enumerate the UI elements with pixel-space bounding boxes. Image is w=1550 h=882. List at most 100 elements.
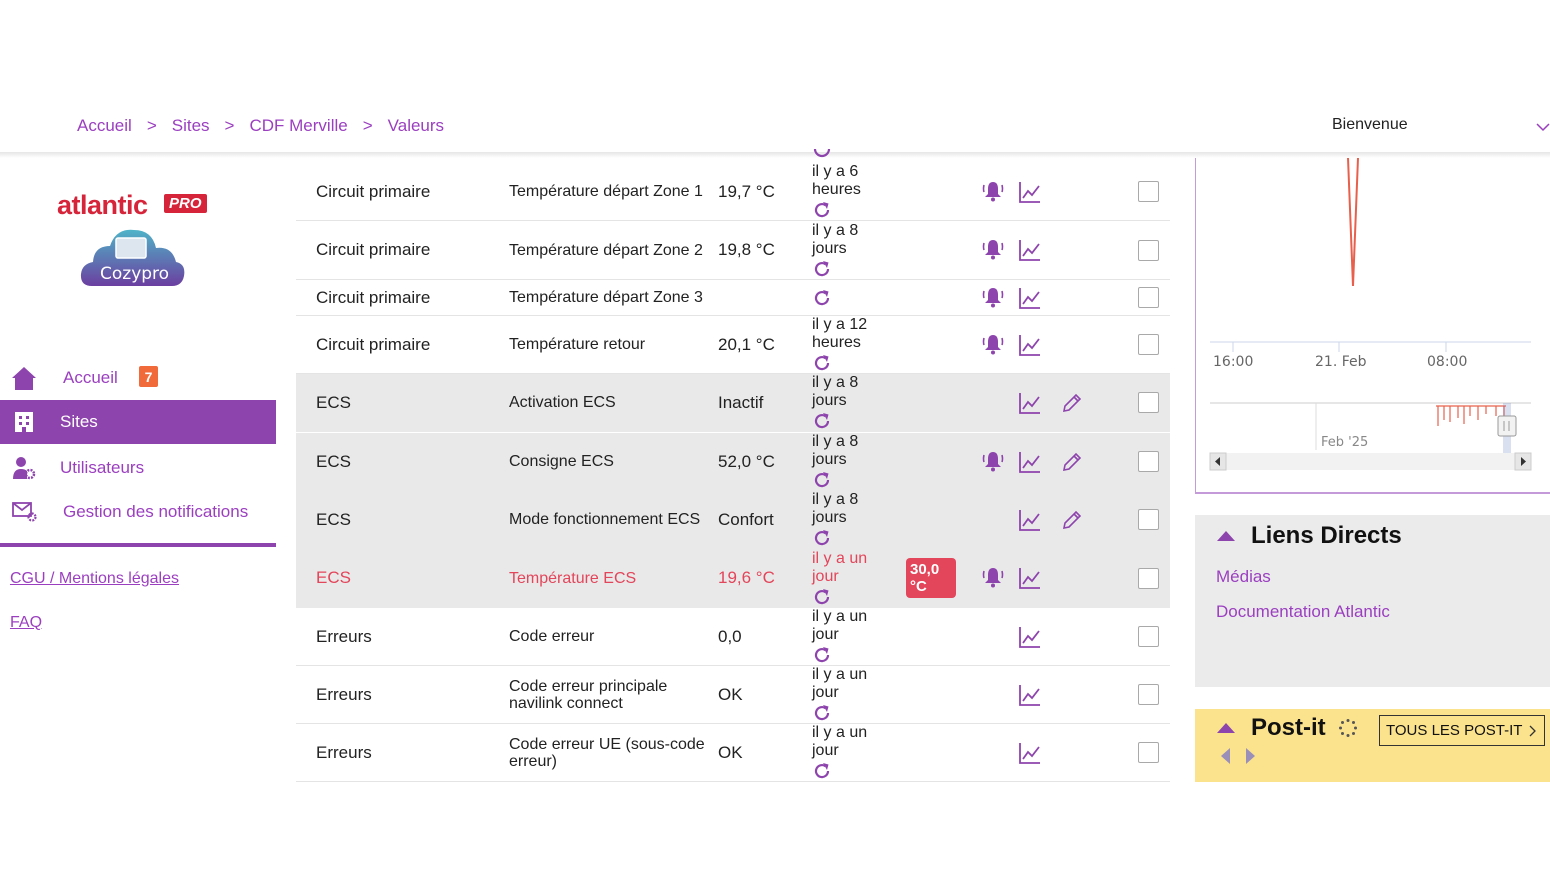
row-value: OK (718, 742, 743, 762)
faq-link[interactable]: FAQ (10, 614, 43, 631)
chart-icon[interactable] (1018, 508, 1042, 532)
refresh-icon[interactable] (812, 258, 832, 279)
atlantic-logo: atlantic (57, 190, 148, 220)
chart-icon[interactable] (1018, 238, 1042, 262)
breadcrumb-separator: > (146, 116, 157, 135)
row-time-text: il y a un jour (812, 724, 868, 759)
row-checkbox[interactable] (1138, 239, 1159, 261)
loading-spinner-icon (1338, 719, 1357, 737)
chart-icon[interactable] (1018, 286, 1042, 310)
edit-pencil-icon[interactable] (1060, 391, 1084, 415)
row-time-text: il y a 8 jours (812, 221, 859, 257)
refresh-icon[interactable] (812, 410, 832, 431)
sidebar-item-accueil[interactable]: Accueil 7 (0, 356, 276, 400)
row-value: 52,0 °C (718, 451, 775, 471)
navigator-label: Feb '25 (1321, 435, 1368, 450)
row-select (1138, 316, 1160, 373)
welcome-menu[interactable]: Bienvenue (1332, 116, 1408, 133)
row-checkbox[interactable] (1138, 742, 1159, 763)
chart-icon[interactable] (1018, 625, 1042, 649)
breadcrumb-separator: > (224, 116, 235, 135)
chart-icon[interactable] (1018, 333, 1042, 357)
notification-count-badge: 7 (139, 366, 158, 387)
row-time-text: il y a 8 jours (812, 433, 859, 468)
link-medias[interactable]: Médias (1216, 567, 1271, 586)
user-gear-icon (10, 454, 38, 482)
row-value-name: Consigne ECS (509, 453, 614, 470)
chart-icon[interactable] (1018, 180, 1042, 204)
table-row: Circuit primaire Température départ Zone … (296, 280, 1170, 316)
row-checkbox[interactable] (1138, 451, 1159, 472)
row-last-update: il y a 6 heures (812, 163, 892, 220)
row-category: ECS (316, 451, 351, 471)
row-value: OK (718, 684, 743, 704)
table-row: ECS Consigne ECS 52,0 °C il y a 8 jours (296, 433, 1170, 491)
row-last-update (812, 280, 892, 315)
refresh-icon[interactable] (812, 199, 832, 220)
breadcrumb-sites[interactable]: Sites (171, 116, 210, 135)
chart-icon[interactable] (1018, 566, 1042, 590)
row-select (1138, 724, 1160, 781)
row-category: Erreurs (316, 742, 372, 762)
chart-icon[interactable] (1018, 391, 1042, 415)
direct-links-header[interactable]: Liens Directs (1217, 522, 1402, 550)
chart-icon[interactable] (1018, 683, 1042, 707)
row-value-name: Code erreur principale navilink connect (509, 677, 668, 712)
row-actions (976, 316, 1106, 373)
row-time-text: il y a 12 heures (812, 316, 868, 351)
sidebar-item-sites[interactable]: Sites (0, 400, 276, 444)
row-select (1138, 549, 1160, 607)
row-checkbox[interactable] (1138, 684, 1159, 705)
row-actions (976, 433, 1106, 490)
table-row: ECS Température ECS 19,6 °C il y a un jour 3… (296, 549, 1170, 608)
navigator-series (1436, 405, 1506, 426)
refresh-icon[interactable] (812, 702, 832, 723)
row-time-text: il y a 8 jours (812, 374, 859, 409)
mail-gear-icon (10, 498, 38, 526)
link-documentation[interactable]: Documentation Atlantic (1216, 602, 1390, 621)
row-checkbox[interactable] (1138, 334, 1159, 355)
edit-pencil-icon[interactable] (1060, 450, 1084, 474)
x-tick-label: 21. Feb (1315, 354, 1367, 370)
row-last-update: il y a un jour (812, 666, 892, 723)
refresh-icon[interactable] (812, 527, 832, 548)
refresh-icon[interactable] (812, 644, 832, 665)
next-arrow-icon[interactable] (1243, 747, 1257, 765)
refresh-icon[interactable] (812, 287, 832, 308)
alarm-bell-icon[interactable] (981, 179, 1005, 203)
x-tick-label: 08:00 (1427, 354, 1467, 370)
row-checkbox[interactable] (1138, 181, 1159, 202)
row-value-name: Code erreur UE (sous-code erreur) (509, 735, 705, 770)
refresh-icon[interactable] (812, 760, 832, 781)
table-row: Erreurs Code erreur UE (sous-code erreur)… (296, 724, 1170, 782)
chart-icon[interactable] (1018, 741, 1042, 765)
alarm-bell-icon[interactable] (981, 332, 1005, 356)
chart-icon[interactable] (1018, 450, 1042, 474)
row-checkbox[interactable] (1138, 626, 1159, 647)
row-checkbox[interactable] (1138, 287, 1159, 308)
all-postit-button[interactable]: TOUS LES POST-IT (1379, 715, 1546, 746)
alarm-bell-icon[interactable] (981, 237, 1005, 261)
refresh-icon[interactable] (812, 469, 832, 490)
edit-pencil-icon[interactable] (1060, 508, 1084, 532)
previous-arrow-icon[interactable] (1219, 747, 1233, 765)
row-checkbox[interactable] (1138, 567, 1159, 589)
navigator-handle (1497, 415, 1517, 437)
refresh-icon[interactable] (812, 148, 832, 160)
row-checkbox[interactable] (1138, 392, 1159, 413)
breadcrumb-accueil[interactable]: Accueil (77, 116, 132, 135)
x-tick-label: 16:00 (1213, 354, 1253, 370)
row-checkbox[interactable] (1138, 509, 1159, 530)
refresh-icon[interactable] (812, 586, 832, 607)
chevron-down-icon[interactable] (1536, 120, 1550, 134)
cgu-link[interactable]: CGU / Mentions légales (10, 570, 179, 587)
breadcrumb-site[interactable]: CDF Merville (249, 116, 348, 135)
alarm-bell-icon[interactable] (981, 449, 1005, 473)
sidebar-item-notifications[interactable]: Gestion des notifications (0, 490, 276, 534)
alarm-bell-icon[interactable] (981, 565, 1005, 589)
sidebar-item-label: Accueil (63, 368, 118, 387)
sidebar-item-utilisateurs[interactable]: Utilisateurs (0, 446, 276, 490)
refresh-icon[interactable] (812, 352, 832, 373)
alarm-bell-icon[interactable] (981, 285, 1005, 309)
postit-header[interactable]: Post-it (1217, 714, 1358, 742)
